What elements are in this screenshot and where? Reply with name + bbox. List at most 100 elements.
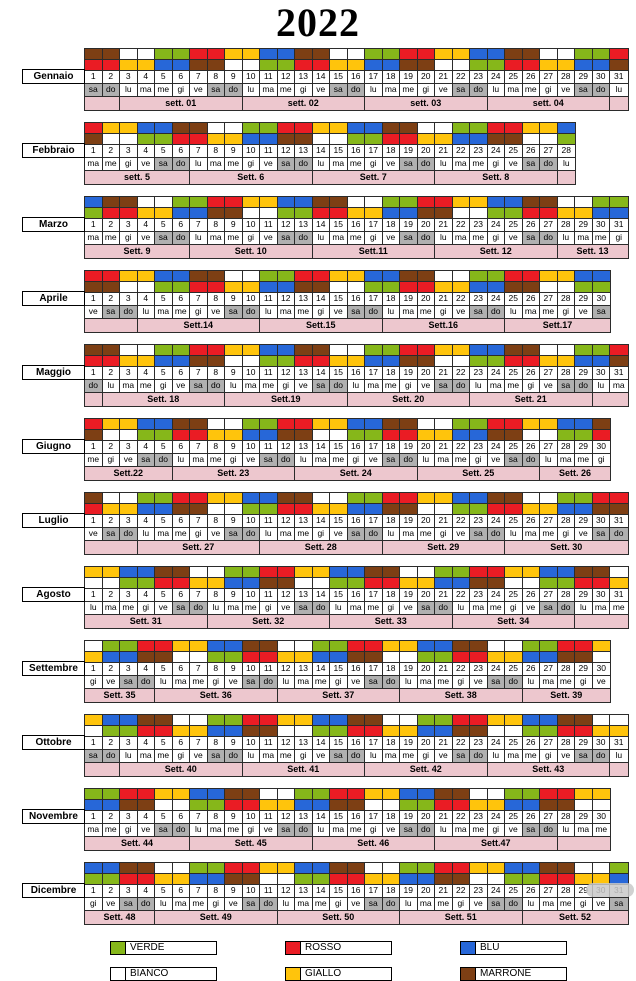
shift-cell <box>277 356 295 366</box>
day-number: 22 <box>453 219 470 231</box>
day-number: 24 <box>488 885 505 897</box>
shift-cell <box>347 874 365 884</box>
weekday-cell: ma <box>348 602 365 614</box>
week-segment <box>85 763 120 776</box>
weekday-cell: ma <box>155 528 173 540</box>
day-number: 2 <box>103 367 120 379</box>
week-segment: Sett.47 <box>435 837 558 850</box>
day-number: 8 <box>208 589 225 601</box>
shift-color-row-1 <box>85 271 610 282</box>
day-number: 26 <box>523 441 540 453</box>
week-segment: Sett. 40 <box>120 763 243 776</box>
day-number: 4 <box>138 367 155 379</box>
day-number: 29 <box>575 737 593 749</box>
legend-swatch-bianco <box>110 967 126 981</box>
day-number: 17 <box>365 145 383 157</box>
day-number: 17 <box>365 71 383 83</box>
day-number: 22 <box>453 589 470 601</box>
shift-cell <box>242 800 260 810</box>
shift-cell <box>347 282 365 292</box>
shift-cell <box>435 271 453 281</box>
shift-cell <box>312 419 330 429</box>
shift-cell <box>102 578 120 588</box>
weekday-row: do lu ma me gi ve sa do lu ma me gi ve sa do lu ma me gi ve… <box>85 380 628 393</box>
shift-cell <box>382 726 400 736</box>
day-number: 27 <box>540 811 558 823</box>
shift-cell <box>102 789 120 799</box>
week-segment: Sett.22 <box>85 467 173 480</box>
week-segment: Sett. 7 <box>313 171 435 184</box>
weekday-cell: me <box>470 158 488 170</box>
day-number: 20 <box>418 367 435 379</box>
shift-cell <box>172 282 190 292</box>
shift-cell <box>120 197 138 207</box>
weekday-cell: do <box>225 750 243 762</box>
weekday-cell: do <box>365 528 383 540</box>
weekday-cell: ve <box>330 528 348 540</box>
day-number: 10 <box>243 367 260 379</box>
weekday-cell: me <box>190 676 208 688</box>
shift-cell <box>575 282 593 292</box>
shift-cell <box>312 208 330 218</box>
week-segment: Sett. 49 <box>155 911 278 924</box>
shift-cell <box>312 715 330 725</box>
shift-cell <box>400 567 418 577</box>
weekday-cell: sa <box>592 528 610 540</box>
shift-cell <box>330 726 348 736</box>
shift-color-row-1 <box>85 123 575 134</box>
legend-item-marrone: MARRONE <box>460 967 635 981</box>
day-number: 3 <box>120 293 138 305</box>
shift-cell <box>610 49 628 59</box>
shift-cell <box>190 345 208 355</box>
shift-cell <box>85 345 103 355</box>
weekday-cell: ve <box>488 454 505 466</box>
weekday-row: sa do lu ma me gi ve sa do lu ma me gi ve sa do lu ma me gi… <box>85 84 628 97</box>
week-number-row: Sett. 18 Sett.19 Sett. 20 Sett. 21 <box>85 393 628 406</box>
weekday-cell: ve <box>138 232 155 244</box>
weekday-cell: do <box>365 306 383 318</box>
month-block-ottobre: Ottobre 1 2 3 4 5 6 7 8 9 10 11 12 13 14 15 16 17 18 19 20 21… <box>20 714 636 777</box>
day-number: 15 <box>330 441 348 453</box>
day-number: 6 <box>173 811 190 823</box>
weekday-cell: ma <box>155 306 173 318</box>
day-number: 26 <box>523 663 540 675</box>
day-number: 1 <box>85 885 103 897</box>
weekday-cell: ve <box>138 158 155 170</box>
shift-cell <box>592 430 610 440</box>
shift-cell <box>190 800 208 810</box>
day-number: 19 <box>400 515 418 527</box>
shift-cell <box>137 863 155 873</box>
day-number: 21 <box>435 71 453 83</box>
day-number: 22 <box>453 737 470 749</box>
weekday-cell: lu <box>400 676 418 688</box>
shift-cell <box>312 726 330 736</box>
shift-cell <box>312 493 330 503</box>
shift-cell <box>487 430 505 440</box>
day-number: 20 <box>418 71 435 83</box>
weekday-cell: lu <box>558 232 575 244</box>
shift-cell <box>435 134 453 144</box>
weekday-cell: lu <box>138 306 155 318</box>
month-grid: 1 2 3 4 5 6 7 8 9 10 11 12 13 14 15 16 17 18 19 20 21 22 23 24 2… <box>84 492 629 555</box>
shift-cell <box>365 578 383 588</box>
weekday-cell: gi <box>540 84 558 96</box>
shift-cell <box>522 60 540 70</box>
shift-cell <box>295 49 313 59</box>
weekday-cell: ma <box>260 84 278 96</box>
weekday-cell: gi <box>597 454 605 464</box>
shift-cell <box>295 134 313 144</box>
shift-cell <box>102 493 120 503</box>
weekday-cell: lu <box>488 84 505 96</box>
weekday-row: ve sa do lu ma me gi ve sa do lu ma me gi ve sa do lu ma me… <box>85 306 610 319</box>
weekday-cell: sa <box>155 158 173 170</box>
weekday-cell: gi <box>278 380 295 392</box>
shift-cell <box>260 504 278 514</box>
shift-cell <box>137 726 155 736</box>
shift-cell <box>260 197 278 207</box>
weekday-cell: ma <box>260 750 278 762</box>
shift-cell <box>575 504 593 514</box>
day-number: 24 <box>488 293 505 305</box>
shift-cell <box>85 800 103 810</box>
shift-cell <box>85 430 103 440</box>
weekday-cell: ma <box>418 676 435 688</box>
